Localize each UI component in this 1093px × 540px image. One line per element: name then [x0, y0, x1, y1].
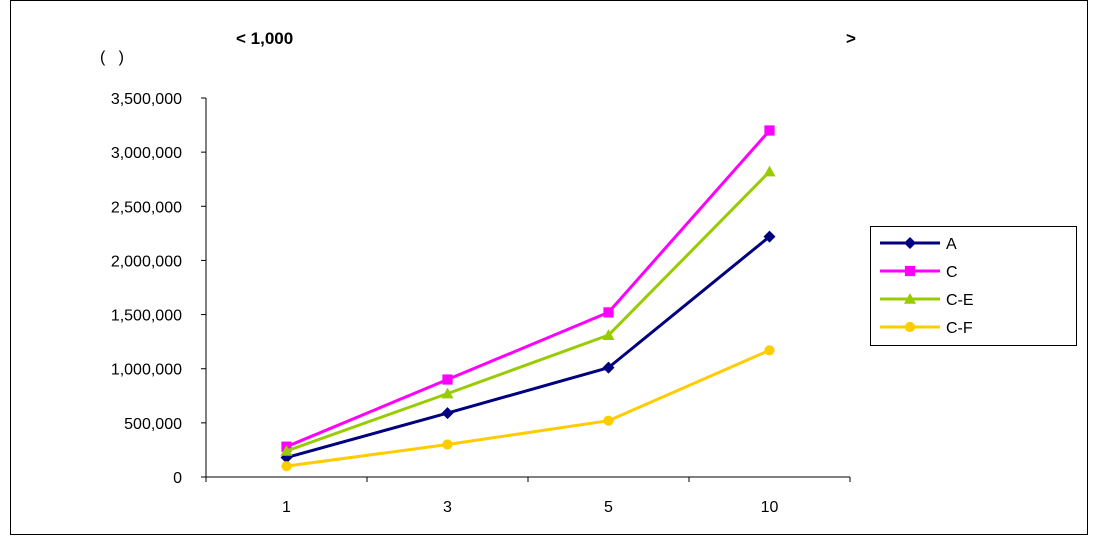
legend-label: C-E	[946, 292, 974, 309]
data-point-marker	[442, 374, 453, 385]
legend: AC C-E C-F	[870, 226, 1077, 346]
data-point-marker	[280, 445, 293, 456]
data-point-marker	[904, 265, 916, 277]
data-point-marker	[904, 321, 916, 333]
data-point-marker	[281, 461, 292, 472]
y-tick-label: 2,000,000	[111, 253, 182, 270]
data-point-marker	[602, 329, 615, 340]
y-tick-label: 2,500,000	[111, 199, 182, 216]
legend-label: A	[946, 236, 957, 253]
x-tick-label: 5	[604, 499, 613, 516]
y-tick-label: 1,000,000	[111, 362, 182, 379]
x-tick-label: 1	[282, 499, 291, 516]
data-point-marker	[764, 345, 775, 356]
y-tick-label: 0	[173, 470, 182, 487]
series-line	[286, 348, 771, 468]
legend-items: AC C-E C-F	[880, 236, 974, 337]
data-point-marker	[603, 307, 614, 318]
legend-label: C	[946, 264, 958, 281]
y-tick-label: 3,000,000	[111, 145, 182, 162]
data-point-marker	[764, 125, 775, 136]
data-point-marker	[603, 415, 614, 426]
legend-label: C-F	[946, 320, 973, 337]
data-point-marker	[441, 407, 454, 420]
chart-title-left: < 1,000	[236, 29, 293, 48]
data-point-marker	[763, 165, 776, 177]
x-axis-ticks: 1 3 5 10	[205, 477, 851, 516]
series-line	[285, 170, 771, 453]
series-layer	[280, 125, 776, 472]
data-point-marker	[904, 237, 916, 249]
y-axis-label: ( )	[100, 49, 124, 66]
data-point-marker	[442, 439, 453, 450]
x-tick-label: 3	[443, 499, 452, 516]
x-tick-label: 10	[761, 499, 779, 516]
y-tick-label: 3,500,000	[111, 91, 182, 108]
y-tick-label: 500,000	[124, 416, 182, 433]
y-tick-label: 1,500,000	[111, 308, 182, 325]
y-axis-ticks: 0 500,000 1,000,000 1,500,000 2,000,000 2,500…	[111, 91, 206, 487]
chart-title-right: >	[846, 29, 856, 48]
data-point-marker	[441, 387, 454, 399]
series-line	[285, 129, 771, 449]
series-line	[286, 235, 771, 459]
data-point-marker	[904, 293, 916, 304]
data-point-marker	[602, 361, 615, 374]
data-point-marker	[763, 230, 776, 243]
